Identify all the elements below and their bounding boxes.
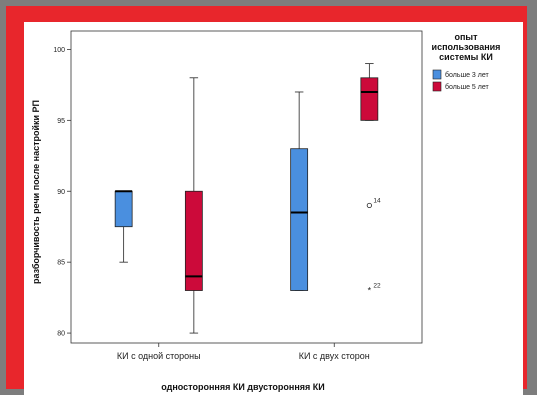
box <box>360 77 379 121</box>
x-tick-label: КИ с двух сторон <box>299 351 370 361</box>
legend-label: больше 5 лет <box>445 83 490 91</box>
boxplot-chart: 80 85 90 95 100 КИ с одной стороны КИ с двух с… <box>31 30 501 392</box>
box <box>290 148 309 291</box>
legend-title: системы КИ <box>439 52 493 62</box>
y-tick-label: 85 <box>57 260 65 267</box>
outlier-circle <box>366 202 372 209</box>
y-tick-label: 100 <box>53 47 65 54</box>
legend-label: больше 3 лет <box>445 71 490 79</box>
y-tick-label: 90 <box>57 189 65 196</box>
legend-title: использования <box>432 42 501 52</box>
outlier-label: 14 <box>373 197 381 204</box>
legend-title: опыт <box>454 32 478 42</box>
x-tick-label: КИ с одной стороны <box>117 351 201 361</box>
outlier-star: * <box>368 286 372 296</box>
outlier-label: 22 <box>373 283 381 290</box>
red-border-frame: 80 85 90 95 100 КИ с одной стороны КИ с двух с… <box>6 6 527 395</box>
chart-panel: 80 85 90 95 100 КИ с одной стороны КИ с двух с… <box>24 22 523 395</box>
y-tick-label: 80 <box>57 331 65 338</box>
box <box>114 190 133 228</box>
plot-area: 80 85 90 95 100 КИ с одной стороны КИ с двух с… <box>53 30 423 361</box>
legend-swatch <box>432 81 442 92</box>
legend-swatch <box>432 69 442 80</box>
plot-frame <box>70 30 423 344</box>
y-axis-title: разборчивость речи после настройки РП <box>31 100 41 284</box>
x-axis-title: односторонняя КИ двусторонняя КИ <box>161 382 324 392</box>
box <box>184 190 203 291</box>
y-tick-label: 95 <box>57 118 65 125</box>
